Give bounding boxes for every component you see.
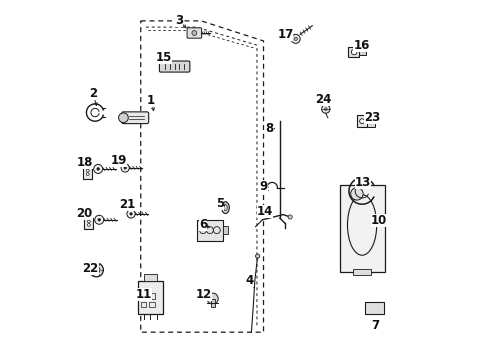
Ellipse shape (221, 202, 229, 213)
Circle shape (359, 119, 364, 123)
Text: 7: 7 (370, 319, 379, 332)
Bar (356, 115, 366, 127)
Text: 20: 20 (77, 207, 93, 220)
Text: 3: 3 (174, 14, 183, 27)
FancyBboxPatch shape (159, 61, 189, 72)
Text: 8: 8 (265, 122, 273, 135)
Circle shape (86, 173, 89, 176)
Circle shape (207, 293, 218, 304)
Bar (347, 47, 358, 57)
Bar (223, 226, 227, 234)
Circle shape (287, 215, 292, 219)
Circle shape (350, 188, 363, 200)
FancyBboxPatch shape (122, 112, 148, 123)
Text: 15: 15 (156, 51, 172, 64)
Circle shape (255, 254, 259, 258)
Circle shape (121, 164, 129, 172)
Bar (353, 269, 370, 275)
Circle shape (191, 31, 196, 35)
Circle shape (290, 35, 300, 43)
Bar (366, 115, 374, 120)
Circle shape (321, 105, 329, 113)
Text: 6: 6 (199, 219, 207, 231)
Bar (339, 185, 384, 272)
Circle shape (119, 113, 128, 123)
Text: 12: 12 (195, 288, 211, 301)
Text: 5: 5 (216, 197, 224, 210)
Bar (364, 302, 383, 314)
Circle shape (94, 165, 102, 174)
Bar (210, 299, 214, 307)
Text: 4: 4 (245, 274, 253, 287)
Text: 16: 16 (352, 39, 369, 52)
Text: 10: 10 (370, 214, 386, 227)
Circle shape (293, 37, 297, 41)
Polygon shape (82, 167, 92, 179)
Bar (144, 274, 156, 281)
Text: 22: 22 (82, 262, 99, 275)
Polygon shape (83, 218, 93, 229)
Bar (149, 293, 155, 299)
Circle shape (351, 49, 356, 55)
Circle shape (324, 108, 326, 111)
Circle shape (93, 266, 100, 273)
Circle shape (95, 215, 103, 224)
Circle shape (87, 224, 90, 226)
Text: 9: 9 (259, 180, 267, 193)
FancyBboxPatch shape (187, 28, 201, 38)
Circle shape (97, 168, 100, 170)
Circle shape (127, 210, 135, 218)
Circle shape (98, 219, 101, 221)
Bar (197, 220, 223, 240)
Text: 13: 13 (354, 176, 370, 189)
Bar (149, 302, 155, 307)
Text: 14: 14 (257, 204, 273, 218)
Text: 19: 19 (111, 154, 127, 167)
Text: 2: 2 (89, 87, 97, 100)
Text: 18: 18 (76, 156, 93, 168)
Bar (138, 281, 162, 314)
Bar (366, 123, 374, 127)
Circle shape (89, 263, 103, 277)
Text: 23: 23 (364, 111, 380, 123)
Text: 24: 24 (315, 93, 331, 106)
Text: 21: 21 (119, 198, 136, 211)
Text: 11: 11 (135, 288, 151, 301)
Text: 17: 17 (277, 27, 293, 41)
Circle shape (87, 220, 90, 223)
Text: 1: 1 (147, 94, 155, 107)
Bar (358, 49, 365, 55)
Circle shape (86, 169, 89, 172)
Circle shape (129, 213, 132, 215)
Bar (141, 302, 146, 307)
Circle shape (123, 167, 126, 169)
Bar (141, 293, 146, 299)
